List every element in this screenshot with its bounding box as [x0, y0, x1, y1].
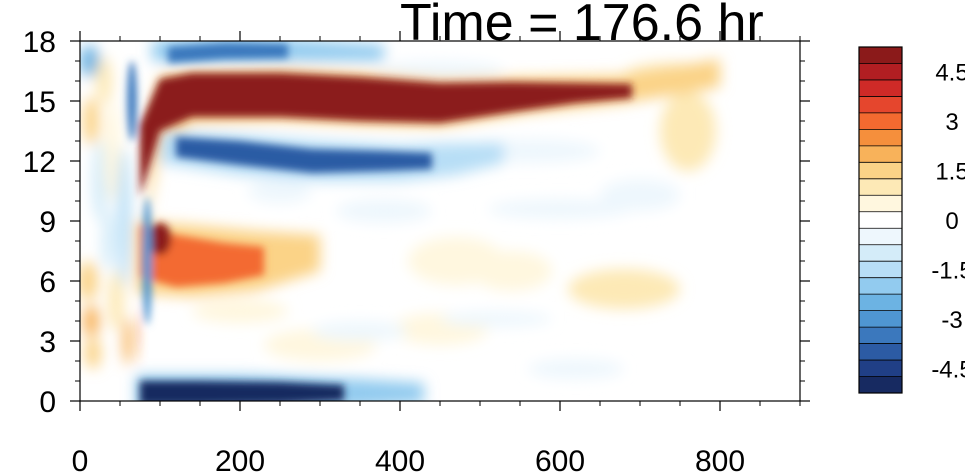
field-band — [168, 43, 288, 63]
colorbar-segment — [859, 162, 902, 180]
field-patch — [83, 97, 100, 145]
heatmap-field — [80, 41, 720, 401]
field-patch — [600, 179, 680, 211]
colorbar-segment — [859, 47, 902, 64]
colorbar-segment — [859, 178, 902, 196]
x-tick-label: 0 — [72, 445, 89, 473]
colorbar-label: 0 — [945, 208, 958, 235]
field-patch — [472, 251, 552, 291]
field-patch — [248, 179, 312, 203]
colorbar-segment — [859, 228, 902, 246]
colorbar-segment — [859, 145, 902, 163]
colorbar-segment — [859, 96, 902, 114]
field-core-layer — [127, 43, 632, 401]
colorbar-segment — [859, 129, 902, 147]
colorbar-segment — [859, 63, 902, 81]
colorbar-segment — [859, 376, 902, 394]
x-tick-label: 400 — [375, 445, 425, 473]
colorbar-segment — [859, 211, 902, 229]
field-patch — [568, 269, 680, 309]
field-patch — [104, 101, 120, 201]
colorbar-segment — [859, 261, 902, 279]
colorbar-segment — [859, 327, 902, 345]
field-patch — [376, 61, 504, 81]
field-patch — [488, 199, 632, 219]
colorbar-segment — [859, 277, 902, 295]
y-tick-label: 18 — [23, 26, 56, 59]
field-band — [138, 299, 140, 401]
field-patch — [83, 305, 100, 337]
field-patch — [84, 337, 101, 369]
field-patch — [108, 271, 124, 331]
colorbar-label: 1.5 — [935, 159, 965, 186]
y-axis: 0 3 6 9 12 15 18 — [23, 26, 810, 419]
colorbar-segment — [859, 244, 902, 262]
y-tick-label: 12 — [23, 146, 56, 179]
colorbar: 4.5 3 1.5 0 -1.5 -3 -4.5 — [858, 46, 965, 394]
field-patch — [80, 45, 100, 77]
y-tick-label: 9 — [39, 206, 56, 239]
x-tick-label: 200 — [215, 445, 265, 473]
field-patch — [96, 57, 112, 105]
field-patch — [528, 359, 624, 379]
colorbar-segment — [859, 79, 902, 97]
colorbar-segment — [859, 195, 902, 213]
field-patch — [101, 211, 115, 271]
colorbar-segment — [859, 360, 902, 378]
colorbar-segment — [859, 343, 902, 361]
x-axis: 0 200 400 600 800 — [72, 31, 801, 473]
chart-title: Time = 176.6 hr — [400, 0, 764, 52]
colorbar-segment — [859, 112, 902, 130]
field-patch — [336, 199, 432, 223]
field-patch — [123, 317, 133, 365]
colorbar-border — [858, 46, 903, 394]
field-band — [176, 137, 432, 173]
x-tick-label: 800 — [695, 445, 745, 473]
field-patch — [312, 321, 408, 341]
field-patch — [127, 61, 137, 141]
field-band — [140, 381, 344, 401]
field-patch — [440, 311, 552, 327]
colorbar-label: -3 — [941, 307, 962, 334]
field-patch — [80, 261, 98, 301]
colorbar-label: 3 — [945, 109, 958, 136]
field-patch — [148, 223, 172, 255]
colorbar-label: 4.5 — [935, 60, 965, 87]
y-tick-label: 6 — [39, 266, 56, 299]
field-patch — [192, 299, 288, 323]
field-band — [140, 73, 632, 197]
field-patch — [142, 197, 152, 325]
field-patch — [117, 147, 131, 287]
colorbar-segment — [859, 310, 902, 328]
y-tick-label: 3 — [39, 326, 56, 359]
colorbar-segment — [859, 294, 902, 312]
field-patch — [92, 141, 108, 221]
x-tick-label: 600 — [535, 445, 585, 473]
field-patch — [660, 91, 716, 171]
y-tick-label: 15 — [23, 86, 56, 119]
colorbar-label: -1.5 — [931, 257, 965, 284]
colorbar-label: -4.5 — [931, 356, 965, 383]
y-tick-label: 0 — [39, 386, 56, 419]
